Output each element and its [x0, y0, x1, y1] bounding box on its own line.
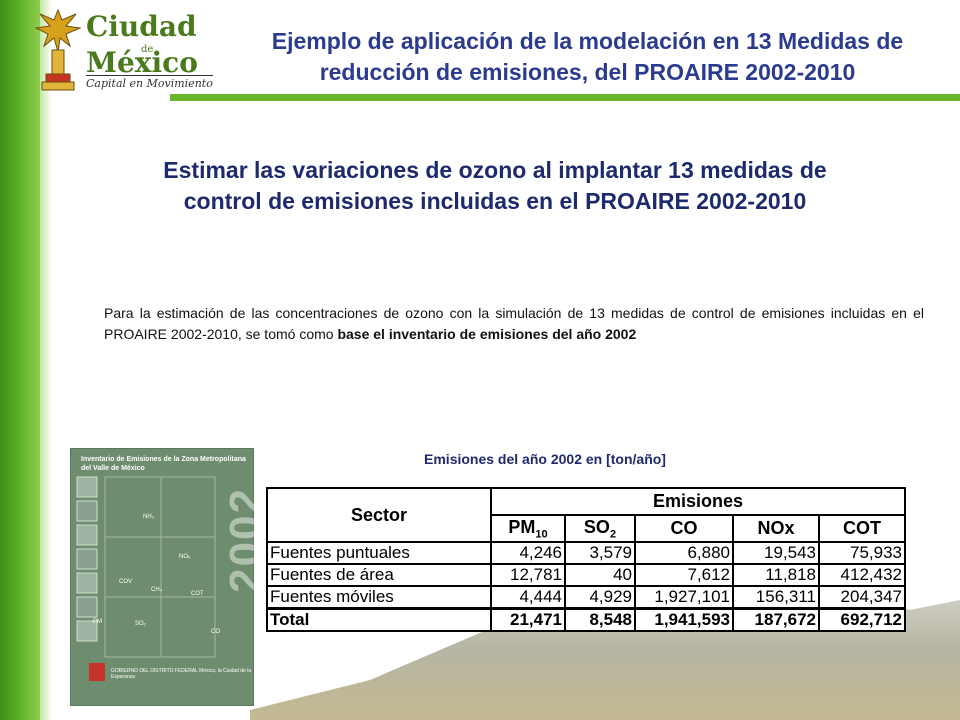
- cell-pm10: 4,246: [490, 541, 566, 565]
- left-green-bar: [0, 0, 40, 720]
- total-label: Total: [266, 607, 492, 632]
- header-cot: COT: [818, 514, 906, 543]
- inventory-book-cover: Inventario de Emisiones de la Zona Metro…: [70, 448, 270, 706]
- cell-co: 6,880: [634, 541, 734, 565]
- row-sector: Fuentes puntuales: [266, 541, 492, 565]
- header-so2: SO2: [564, 514, 636, 543]
- emissions-table: Sector Emisiones PM10 SO2 CO NOx COT Fue…: [266, 486, 906, 632]
- left-bar-fade: [40, 0, 52, 720]
- total-cot: 692,712: [818, 607, 906, 632]
- row-sector: Fuentes móviles: [266, 585, 492, 610]
- logo-word-mexico: México: [86, 46, 198, 79]
- logo-tagline: Capital en Movimiento: [86, 75, 213, 90]
- cell-pm10: 12,781: [490, 563, 566, 587]
- cover-label-ch4: CH₄: [151, 587, 163, 593]
- header-sector: Sector: [266, 487, 492, 543]
- cover-label-so2: SO₂: [135, 621, 146, 627]
- table-pollutant-row: PM10 SO2 CO NOx COT: [267, 514, 906, 543]
- ciudad-de-mexico-logo: Ciudad de México Capital en Movimiento: [28, 6, 218, 92]
- total-nox: 187,672: [732, 607, 820, 632]
- header-pm10: PM10: [490, 514, 566, 543]
- body-text-regular: Para la estimación de las concentracione…: [104, 305, 924, 342]
- body-paragraph: Para la estimación de las concentracione…: [104, 303, 924, 345]
- logo-word-de: de: [141, 44, 154, 55]
- cell-nox: 156,311: [732, 585, 820, 610]
- logo-word-ciudad: Ciudad: [86, 10, 197, 43]
- cover-label-nox: NOₓ: [179, 554, 190, 560]
- total-pm10: 21,471: [490, 607, 566, 632]
- header-co: CO: [634, 514, 734, 543]
- cover-label-nh3: NH₃: [143, 514, 155, 520]
- row-sector: Fuentes de área: [266, 563, 492, 587]
- slide-subtitle: Estimar las variaciones de ozono al impl…: [163, 157, 827, 214]
- cell-nox: 11,818: [732, 563, 820, 587]
- cover-label-cov: COV: [119, 579, 133, 585]
- angel-crest-icon: [34, 8, 82, 91]
- body-text-bold: base el inventario de emisiones del año …: [337, 326, 637, 342]
- cover-footer: GOBIERNO DEL DISTRITO FEDERAL México, la…: [111, 668, 252, 680]
- header-emisiones: Emisiones: [490, 486, 906, 517]
- table-row: Fuentes móviles 4,444 4,929 1,927,101 15…: [266, 585, 906, 610]
- cell-so2: 40: [564, 563, 636, 587]
- table-total-row: Total 21,471 8,548 1,941,593 187,672 692…: [266, 607, 906, 632]
- cell-cot: 75,933: [818, 541, 906, 565]
- header-divider: [170, 94, 960, 101]
- cover-grid-graphic: [76, 476, 216, 681]
- slide-title: Ejemplo de aplicación de la modelación e…: [271, 28, 904, 85]
- table-header-row: Sector Emisiones: [266, 486, 906, 543]
- cell-so2: 3,579: [564, 541, 636, 565]
- cell-cot: 204,347: [818, 585, 906, 610]
- total-co: 1,941,593: [634, 607, 734, 632]
- cover-label-co: CO: [211, 629, 220, 635]
- cell-cot: 412,432: [818, 563, 906, 587]
- cell-so2: 4,929: [564, 585, 636, 610]
- header-nox: NOx: [732, 514, 820, 543]
- table-row: Fuentes puntuales 4,246 3,579 6,880 19,5…: [266, 541, 906, 565]
- cover-label-pm: PM: [93, 619, 102, 625]
- total-so2: 8,548: [564, 607, 636, 632]
- cell-pm10: 4,444: [490, 585, 566, 610]
- cover-label-cot: COT: [191, 591, 204, 597]
- cell-co: 7,612: [634, 563, 734, 587]
- table-title: Emisiones del año 2002 en [ton/año]: [424, 451, 666, 467]
- cell-nox: 19,543: [732, 541, 820, 565]
- cover-title: Inventario de Emisiones de la Zona Metro…: [81, 456, 246, 472]
- cell-co: 1,927,101: [634, 585, 734, 610]
- table-row: Fuentes de área 12,781 40 7,612 11,818 4…: [266, 563, 906, 587]
